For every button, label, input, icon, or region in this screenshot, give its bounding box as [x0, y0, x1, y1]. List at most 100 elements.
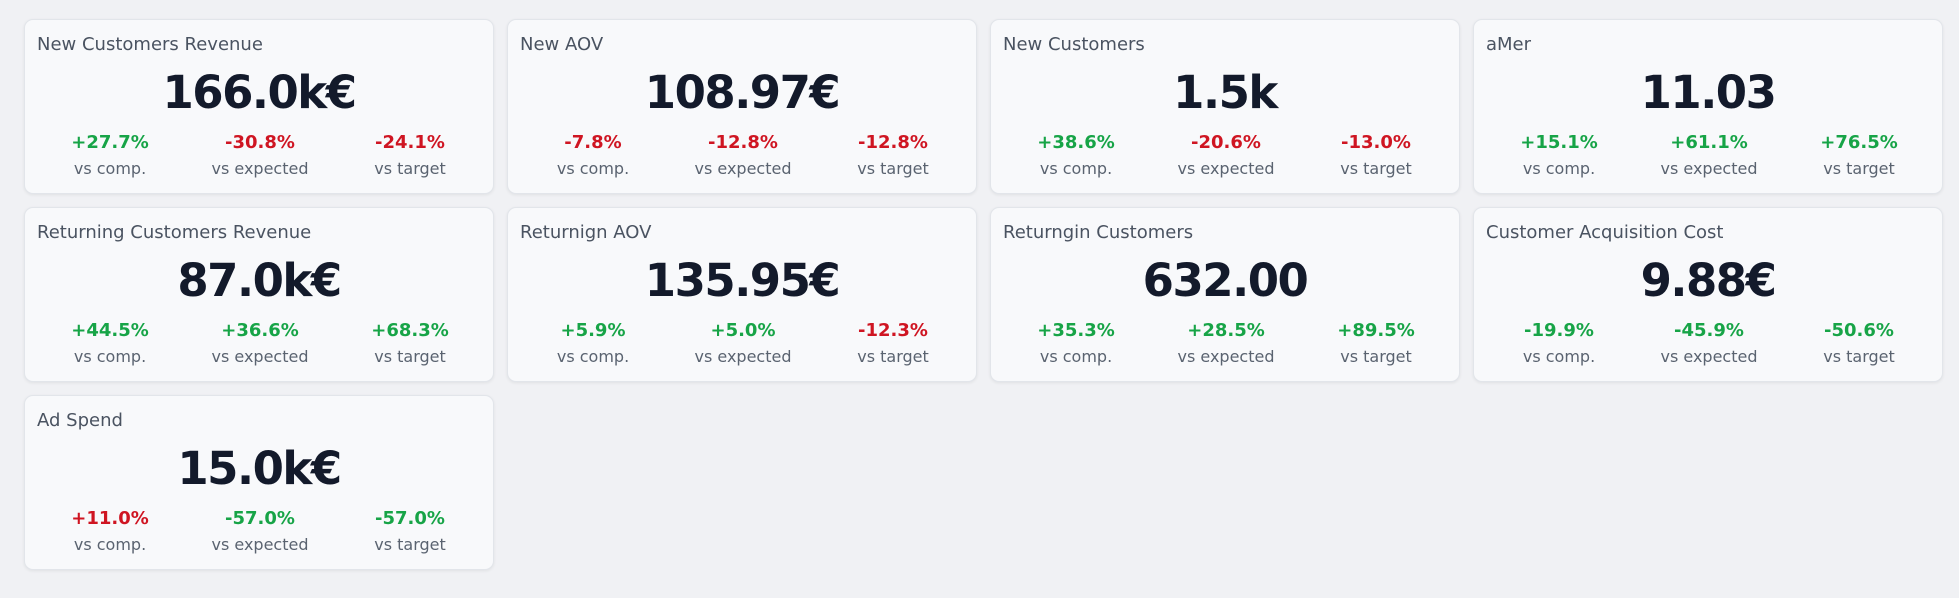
metric-vs-expected: +36.6% vs expected	[180, 320, 340, 368]
metric-vs-target: -12.3% vs target	[813, 320, 973, 368]
metric-label: vs expected	[211, 535, 309, 554]
metric-percent: -13.0%	[1341, 132, 1411, 153]
metric-vs-expected: -45.9% vs expected	[1629, 320, 1789, 368]
metric-percent: +76.5%	[1820, 132, 1898, 153]
kpi-grid: New Customers Revenue 166.0k€ +27.7% vs …	[24, 19, 1943, 570]
metric-label: vs comp.	[1522, 159, 1596, 178]
kpi-card-new-aov: New AOV 108.97€ -7.8% vs comp. -12.8% vs…	[507, 19, 977, 194]
metric-vs-target: -13.0% vs target	[1296, 132, 1456, 180]
metric-vs-expected: -20.6% vs expected	[1146, 132, 1306, 180]
metric-percent: +38.6%	[1037, 132, 1115, 153]
card-value: 108.97€	[644, 66, 841, 119]
card-title: Returnign AOV	[520, 222, 652, 243]
metric-percent: -7.8%	[564, 132, 622, 153]
metric-percent: -12.8%	[708, 132, 778, 153]
metric-vs-target: +89.5% vs target	[1296, 320, 1456, 368]
metric-label: vs comp.	[1039, 159, 1113, 178]
metric-percent: +44.5%	[71, 320, 149, 341]
metric-percent: +27.7%	[71, 132, 149, 153]
metric-label: vs expected	[211, 347, 309, 366]
metric-label: vs expected	[1177, 347, 1275, 366]
metric-percent: -20.6%	[1191, 132, 1261, 153]
metric-label: vs target	[1823, 347, 1895, 366]
metric-vs-comp: +38.6% vs comp.	[996, 132, 1156, 180]
metric-label: vs target	[374, 347, 446, 366]
card-title: Returning Customers Revenue	[37, 222, 312, 243]
card-value: 166.0k€	[162, 66, 357, 119]
metric-percent: -45.9%	[1674, 320, 1744, 341]
metric-vs-target: -24.1% vs target	[330, 132, 490, 180]
kpi-card-returning-customers-revenue: Returning Customers Revenue 87.0k€ +44.5…	[24, 207, 494, 382]
metric-vs-comp: +5.9% vs comp.	[513, 320, 673, 368]
metric-vs-comp: -7.8% vs comp.	[513, 132, 673, 180]
metric-label: vs expected	[694, 159, 792, 178]
kpi-card-returning-aov: Returnign AOV 135.95€ +5.9% vs comp. +5.…	[507, 207, 977, 382]
metric-percent: +35.3%	[1037, 320, 1115, 341]
metric-label: vs expected	[694, 347, 792, 366]
metric-label: vs target	[1340, 347, 1412, 366]
card-value: 135.95€	[644, 254, 841, 307]
card-value: 632.00	[1142, 254, 1309, 307]
metric-percent: +15.1%	[1520, 132, 1598, 153]
metric-label: vs target	[857, 159, 929, 178]
metric-label: vs target	[374, 535, 446, 554]
card-value: 15.0k€	[177, 442, 342, 495]
card-title: New Customers	[1003, 34, 1145, 55]
metric-percent: +36.6%	[221, 320, 299, 341]
kpi-card-ad-spend: Ad Spend 15.0k€ +11.0% vs comp. -57.0% v…	[24, 395, 494, 570]
metric-vs-expected: +5.0% vs expected	[663, 320, 823, 368]
metric-percent: +89.5%	[1337, 320, 1415, 341]
metric-vs-target: -57.0% vs target	[330, 508, 490, 556]
card-value: 9.88€	[1640, 254, 1777, 307]
card-title: aMer	[1486, 34, 1532, 55]
metric-label: vs comp.	[73, 159, 147, 178]
metric-percent: -12.3%	[858, 320, 928, 341]
metric-percent: +68.3%	[371, 320, 449, 341]
kpi-card-new-customers-revenue: New Customers Revenue 166.0k€ +27.7% vs …	[24, 19, 494, 194]
metric-vs-comp: +35.3% vs comp.	[996, 320, 1156, 368]
card-value: 11.03	[1640, 66, 1777, 119]
metric-percent: +5.9%	[560, 320, 626, 341]
metric-vs-target: +68.3% vs target	[330, 320, 490, 368]
metric-label: vs comp.	[73, 347, 147, 366]
metric-label: vs comp.	[1522, 347, 1596, 366]
metric-label: vs comp.	[556, 159, 630, 178]
kpi-card-customer-acquisition-cost: Customer Acquisition Cost 9.88€ -19.9% v…	[1473, 207, 1943, 382]
card-title: Ad Spend	[37, 410, 123, 431]
metric-percent: -12.8%	[858, 132, 928, 153]
metric-vs-expected: -57.0% vs expected	[180, 508, 340, 556]
metric-vs-target: +76.5% vs target	[1779, 132, 1939, 180]
metric-vs-expected: +61.1% vs expected	[1629, 132, 1789, 180]
card-title: Returngin Customers	[1003, 222, 1194, 243]
metric-label: vs expected	[1660, 347, 1758, 366]
card-title: New Customers Revenue	[37, 34, 263, 55]
metric-vs-comp: +11.0% vs comp.	[30, 508, 190, 556]
metric-label: vs expected	[1177, 159, 1275, 178]
metric-percent: -19.9%	[1524, 320, 1594, 341]
card-title: New AOV	[520, 34, 604, 55]
metric-percent: -50.6%	[1824, 320, 1894, 341]
kpi-card-new-customers: New Customers 1.5k +38.6% vs comp. -20.6…	[990, 19, 1460, 194]
metric-label: vs comp.	[73, 535, 147, 554]
metric-percent: -24.1%	[375, 132, 445, 153]
metric-label: vs target	[1823, 159, 1895, 178]
metric-percent: -30.8%	[225, 132, 295, 153]
metric-percent: -57.0%	[375, 508, 445, 529]
metric-vs-comp: +15.1% vs comp.	[1479, 132, 1639, 180]
kpi-card-returning-customers: Returngin Customers 632.00 +35.3% vs com…	[990, 207, 1460, 382]
metric-label: vs comp.	[1039, 347, 1113, 366]
metric-label: vs target	[374, 159, 446, 178]
metric-percent: +5.0%	[710, 320, 776, 341]
metric-vs-target: -50.6% vs target	[1779, 320, 1939, 368]
metric-percent: +11.0%	[71, 508, 149, 529]
metric-label: vs target	[1340, 159, 1412, 178]
metric-label: vs expected	[1660, 159, 1758, 178]
metric-vs-expected: +28.5% vs expected	[1146, 320, 1306, 368]
card-value: 87.0k€	[177, 254, 342, 307]
metric-vs-comp: +27.7% vs comp.	[30, 132, 190, 180]
card-value: 1.5k	[1173, 66, 1278, 119]
card-title: Customer Acquisition Cost	[1486, 222, 1724, 243]
metric-label: vs expected	[211, 159, 309, 178]
metric-percent: -57.0%	[225, 508, 295, 529]
metric-vs-target: -12.8% vs target	[813, 132, 973, 180]
